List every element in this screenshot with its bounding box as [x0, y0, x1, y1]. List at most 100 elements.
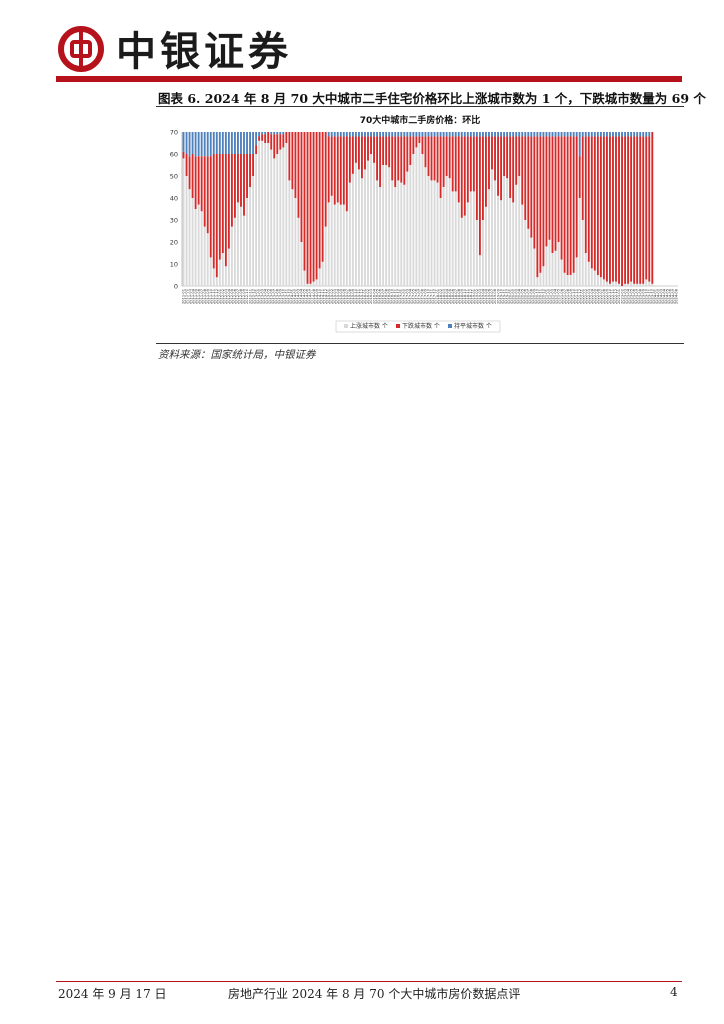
x-tick-label: 2024-05	[666, 289, 670, 304]
x-tick-label: 2014-10	[318, 288, 322, 304]
bar-segment-down	[273, 134, 276, 159]
bar-segment-up	[379, 187, 382, 286]
x-tick-label: 2018-12	[469, 289, 473, 304]
x-tick-label: 2012-06	[233, 288, 237, 304]
x-tick-label: 2017-01	[399, 289, 403, 304]
bar-segment-down	[584, 136, 587, 253]
x-tick-label: 2012-11	[248, 289, 252, 304]
bar-segment-flat	[602, 132, 605, 137]
bar-segment-flat	[433, 132, 436, 137]
bar-segment-down	[249, 154, 251, 187]
bar-segment-down	[345, 136, 348, 212]
bar-segment-flat	[233, 132, 236, 154]
bar-segment-flat	[472, 132, 475, 137]
legend-label: 下跌城市数 个	[402, 322, 440, 330]
x-tick-label: 2022-03	[587, 289, 591, 304]
bar-segment-up	[457, 202, 460, 286]
x-tick-label: 2013-09	[278, 288, 282, 304]
figure-bottom-rule	[156, 343, 684, 344]
x-tick-label: 2020-07	[526, 289, 530, 304]
x-tick-label: 2015-07	[345, 289, 349, 304]
x-tick-label: 2022-07	[599, 289, 603, 304]
x-tick-label: 2017-09	[424, 288, 428, 304]
bar-segment-up	[330, 195, 333, 286]
bar-segment-down	[630, 136, 633, 282]
bar-segment-down	[191, 154, 194, 198]
bar-segment-up	[321, 261, 324, 286]
x-tick-label: 2014-04	[300, 288, 304, 304]
bar-segment-flat	[367, 132, 369, 137]
bar-segment-down	[318, 132, 321, 269]
bar-segment-up	[518, 176, 521, 286]
bar-segment-up	[587, 261, 590, 286]
x-tick-label: 2013-08	[275, 288, 279, 304]
x-tick-label: 2019-10	[499, 288, 503, 304]
bar-segment-down	[303, 132, 306, 271]
bar-segment-down	[203, 156, 206, 227]
bar-segment-up	[394, 187, 397, 286]
x-tick-label: 2021-08	[566, 288, 570, 304]
bar-segment-flat	[240, 132, 242, 154]
bar-segment-flat	[539, 132, 542, 137]
bar-segment-up	[288, 180, 291, 286]
page-number: 4	[670, 985, 678, 999]
bar-segment-down	[418, 136, 421, 143]
bar-segment-up	[524, 220, 527, 286]
bar-segment-down	[533, 136, 536, 249]
bar-segment-down	[382, 136, 385, 165]
bar-segment-up	[227, 248, 230, 286]
bar-segment-down	[312, 132, 315, 282]
bar-segment-down	[336, 136, 339, 203]
x-tick-label: 2015-12	[360, 289, 364, 304]
bar-segment-down	[421, 136, 424, 154]
bar-segment-down	[494, 136, 496, 181]
bar-segment-up	[509, 198, 512, 286]
x-tick-label: 2012-03	[224, 289, 228, 304]
bar-segment-down	[551, 136, 554, 253]
x-tick-label: 2012-04	[227, 288, 231, 304]
bar-segment-down	[645, 136, 648, 280]
bar-segment-down	[542, 136, 545, 267]
x-tick-label: 2011-04	[191, 288, 195, 304]
bar-segment-up	[367, 160, 369, 286]
legend-box	[335, 320, 501, 333]
bar-segment-up	[252, 176, 255, 286]
x-tick-label: 2023-11	[647, 289, 651, 304]
header-red-bar	[56, 76, 682, 82]
bar-segment-down	[230, 154, 233, 227]
bar-segment-flat	[633, 132, 636, 137]
bar-segment-down	[518, 136, 521, 176]
bar-segment-up	[599, 277, 602, 286]
bar-segment-down	[388, 136, 391, 168]
bar-segment-up	[584, 253, 587, 286]
bar-segment-down	[636, 136, 639, 284]
bar-segment-flat	[645, 132, 648, 137]
x-tick-label: 2011-07	[200, 289, 204, 304]
bar-segment-flat	[336, 132, 339, 137]
bar-segment-flat	[533, 132, 536, 137]
bar-segment-flat	[237, 132, 239, 154]
bar-segment-up	[385, 165, 388, 286]
x-tick-label: 2017-11	[430, 289, 434, 304]
bar-segment-down	[524, 136, 527, 220]
bar-segment-down	[218, 154, 221, 260]
x-tick-label: 2012-09	[242, 288, 246, 304]
bar-segment-up	[421, 154, 424, 286]
bar-segment-up	[312, 281, 315, 286]
bar-segment-flat	[333, 132, 336, 137]
bar-segment-flat	[282, 132, 285, 135]
bar-segment-up	[485, 206, 487, 286]
x-tick-label: 2019-07	[490, 289, 494, 304]
bar-segment-flat	[370, 132, 372, 137]
bar-segment-up	[388, 167, 391, 286]
bar-segment-flat	[424, 132, 427, 137]
x-tick-label: 2012-02	[221, 289, 225, 304]
bar-segment-down	[485, 136, 487, 207]
bar-segment-flat	[391, 132, 394, 137]
x-tick-label: 2014-09	[315, 288, 319, 304]
bar-segment-up	[439, 198, 442, 286]
bar-segment-up	[542, 266, 545, 286]
bar-segment-up	[557, 242, 560, 286]
x-tick-label: 2019-01	[472, 289, 476, 304]
bar-segment-down	[587, 136, 590, 262]
